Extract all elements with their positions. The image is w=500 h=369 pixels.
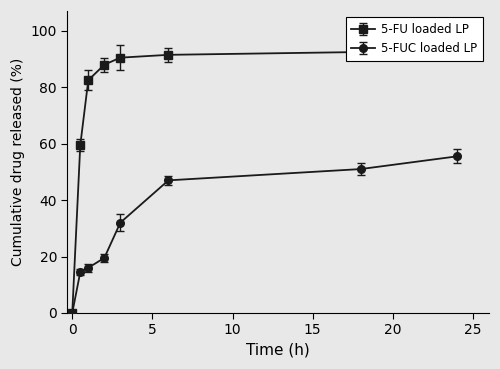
Legend: 5-FU loaded LP, 5-FUC loaded LP: 5-FU loaded LP, 5-FUC loaded LP — [346, 17, 483, 61]
X-axis label: Time (h): Time (h) — [246, 343, 310, 358]
Y-axis label: Cumulative drug released (%): Cumulative drug released (%) — [11, 58, 25, 266]
